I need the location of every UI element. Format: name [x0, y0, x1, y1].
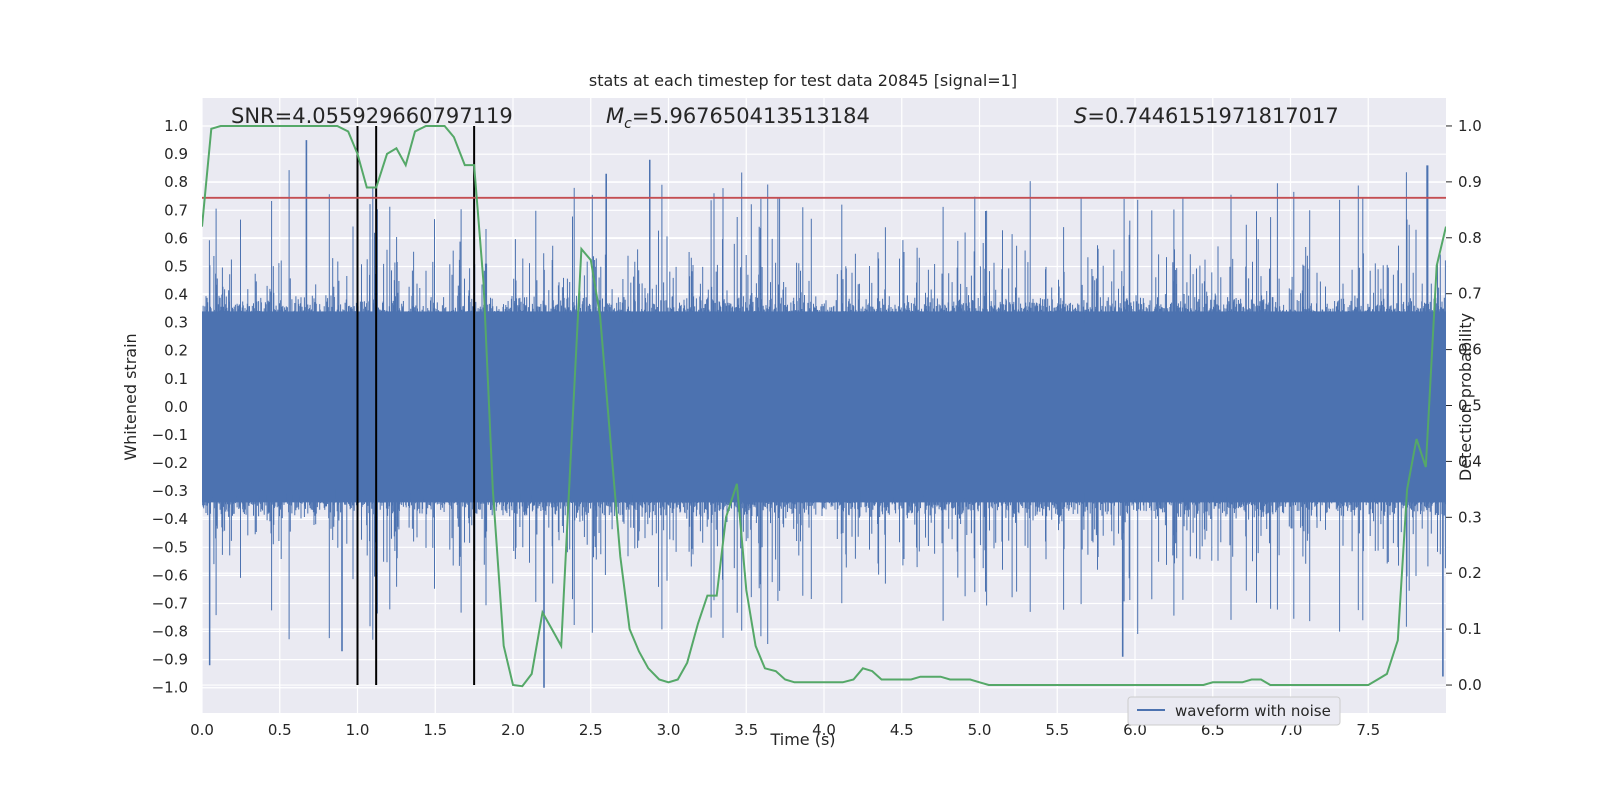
y2-tick-label: 0.5: [1458, 397, 1482, 415]
y-tick-label: 1.0: [164, 117, 188, 135]
x-tick-label: 2.0: [501, 721, 525, 739]
y-tick-label: 0.7: [164, 201, 188, 219]
y-tick-label: −0.6: [152, 566, 188, 584]
score-value: =0.7446151971817017: [1087, 104, 1338, 128]
y-tick-label: −0.2: [152, 454, 188, 472]
y-tick-label: 0.4: [164, 286, 188, 304]
y-tick-label: 0.3: [164, 314, 188, 332]
chirp-mass-value: =5.967650413513184: [632, 104, 870, 128]
x-tick-label: 3.0: [657, 721, 681, 739]
legend-box: [1127, 696, 1341, 726]
y-tick-label: −0.1: [152, 426, 188, 444]
probability-line: [202, 125, 1446, 688]
y-tick-label: −0.4: [152, 510, 188, 528]
y-tick-label: −0.7: [152, 594, 188, 612]
probability-series: [202, 125, 1446, 688]
chart-title: stats at each timestep for test data 208…: [589, 71, 1017, 90]
y-tick-label: −0.5: [152, 538, 188, 556]
x-tick-label: 0.5: [268, 721, 292, 739]
x-axis-label: Time (s): [769, 730, 835, 749]
score-symbol: S: [1074, 104, 1087, 128]
y2-tick-label: 0.8: [1458, 229, 1482, 247]
y-tick-label: −0.3: [152, 482, 188, 500]
waveform-line: [202, 140, 1446, 688]
x-tick-label: 2.5: [579, 721, 603, 739]
chirp-mass-subscript: c: [624, 116, 632, 132]
x-tick-label: 5.5: [1045, 721, 1069, 739]
y2-tick-label: 0.6: [1458, 341, 1482, 359]
x-tick-label: 4.0: [812, 721, 836, 739]
y2-axis-label: Detection probability: [1456, 313, 1475, 481]
waveform-series: [202, 140, 1446, 688]
x-tick-label: 5.0: [968, 721, 992, 739]
y2-tick-label: 0.3: [1458, 508, 1482, 526]
y-tick-label: −1.0: [152, 679, 188, 697]
score-annotation: S=0.7446151971817017: [1074, 104, 1339, 128]
y-tick-label: −0.8: [152, 623, 188, 641]
y2-tick-label: 0.9: [1458, 173, 1482, 191]
x-tick-label: 7.5: [1356, 721, 1380, 739]
y-tick-label: 0.6: [164, 229, 188, 247]
y2-tick-label: 0.4: [1458, 452, 1482, 470]
x-tick-label: 1.5: [423, 721, 447, 739]
y-tick-label: −0.9: [152, 651, 188, 669]
y2-tick-label: 0.7: [1458, 285, 1482, 303]
legend-label-waveform: waveform with noise: [1175, 702, 1331, 720]
chirp-mass-annotation: Mc=5.967650413513184: [606, 104, 870, 132]
x-tick-label: 1.0: [346, 721, 370, 739]
y-tick-label: 0.5: [164, 257, 188, 275]
y-tick-label: 0.9: [164, 145, 188, 163]
y2-tick-label: 0.0: [1458, 676, 1482, 694]
x-tick-label: 4.5: [890, 721, 914, 739]
y-axis-label: Whitened strain: [121, 333, 140, 460]
legend: waveform with noise: [1127, 696, 1341, 726]
x-tick-label: 0.0: [190, 721, 214, 739]
y-tick-label: 0.2: [164, 342, 188, 360]
snr-annotation: SNR=4.055929660797119: [231, 104, 513, 128]
y-tick-label: 0.0: [164, 398, 188, 416]
vertical-markers: [356, 125, 476, 686]
y2-axis-ticks: 0.0 0.1 0.2 0.3 0.4 0.5 0.6 0.7 0.8 0.9 1.0: [1446, 117, 1482, 694]
y2-tick-label: 0.1: [1458, 620, 1482, 638]
y2-tick-label: 1.0: [1458, 117, 1482, 135]
chirp-mass-symbol: M: [606, 104, 624, 128]
x-tick-label: 3.5: [734, 721, 758, 739]
y-axis-ticks: −1.0 −0.9 −0.8 −0.7 −0.6 −0.5 −0.4 −0.3 −0.2 −0.1…: [152, 117, 188, 697]
y-tick-label: 0.8: [164, 173, 188, 191]
y2-tick-label: 0.2: [1458, 564, 1482, 582]
y-tick-label: 0.1: [164, 370, 188, 388]
